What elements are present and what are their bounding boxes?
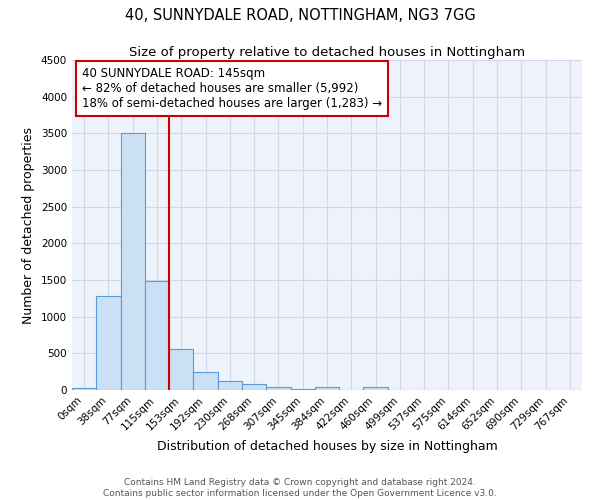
Bar <box>193 372 218 390</box>
Bar <box>315 387 339 390</box>
Text: 40, SUNNYDALE ROAD, NOTTINGHAM, NG3 7GG: 40, SUNNYDALE ROAD, NOTTINGHAM, NG3 7GG <box>125 8 475 22</box>
Text: Contains HM Land Registry data © Crown copyright and database right 2024.
Contai: Contains HM Land Registry data © Crown c… <box>103 478 497 498</box>
Bar <box>169 349 193 390</box>
Bar <box>290 389 315 390</box>
X-axis label: Distribution of detached houses by size in Nottingham: Distribution of detached houses by size … <box>157 440 497 453</box>
Bar <box>218 381 242 390</box>
Bar <box>266 387 290 390</box>
Bar <box>121 134 145 390</box>
Bar <box>242 384 266 390</box>
Bar <box>96 296 121 390</box>
Title: Size of property relative to detached houses in Nottingham: Size of property relative to detached ho… <box>129 46 525 59</box>
Bar <box>72 388 96 390</box>
Bar <box>364 387 388 390</box>
Y-axis label: Number of detached properties: Number of detached properties <box>22 126 35 324</box>
Bar <box>145 282 169 390</box>
Text: 40 SUNNYDALE ROAD: 145sqm
← 82% of detached houses are smaller (5,992)
18% of se: 40 SUNNYDALE ROAD: 145sqm ← 82% of detac… <box>82 66 382 110</box>
